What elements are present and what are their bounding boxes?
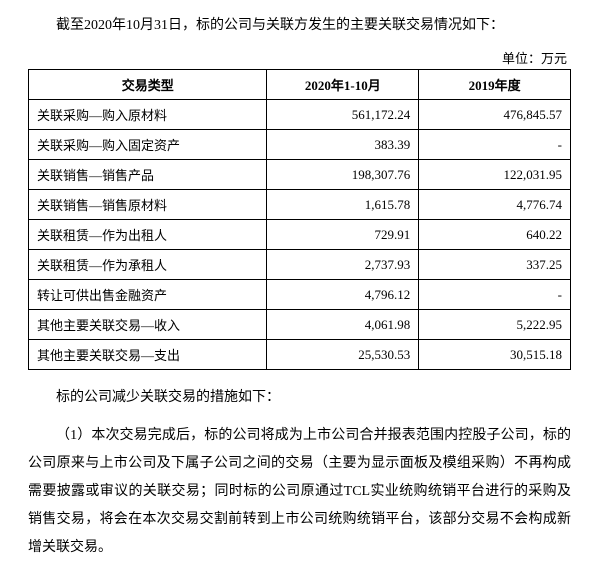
table-row: 关联销售—销售原材料 1,615.78 4,776.74 (29, 190, 571, 220)
cell-value: 122,031.95 (419, 160, 571, 190)
detail-paragraph: （1）本次交易完成后，标的公司将成为上市公司合并报表范围内控股子公司，标的公司原… (28, 422, 571, 562)
table-header-row: 交易类型 2020年1-10月 2019年度 (29, 70, 571, 100)
cell-value: 383.39 (267, 130, 419, 160)
transactions-table: 交易类型 2020年1-10月 2019年度 关联采购—购入原材料 561,17… (28, 69, 571, 370)
table-row: 其他主要关联交易—支出 25,530.53 30,515.18 (29, 340, 571, 370)
header-period1: 2020年1-10月 (267, 70, 419, 100)
cell-type: 关联采购—购入原材料 (29, 100, 267, 130)
cell-type: 其他主要关联交易—收入 (29, 310, 267, 340)
cell-value: 4,061.98 (267, 310, 419, 340)
cell-value: 561,172.24 (267, 100, 419, 130)
cell-value: 640.22 (419, 220, 571, 250)
cell-value: 5,222.95 (419, 310, 571, 340)
measures-text: 标的公司减少关联交易的措施如下： (28, 384, 571, 412)
table-row: 关联采购—购入原材料 561,172.24 476,845.57 (29, 100, 571, 130)
cell-type: 关联销售—销售原材料 (29, 190, 267, 220)
cell-type: 转让可供出售金融资产 (29, 280, 267, 310)
table-row: 关联租赁—作为承租人 2,737.93 337.25 (29, 250, 571, 280)
cell-type: 其他主要关联交易—支出 (29, 340, 267, 370)
header-period2: 2019年度 (419, 70, 571, 100)
table-row: 其他主要关联交易—收入 4,061.98 5,222.95 (29, 310, 571, 340)
intro-paragraph: 截至2020年10月31日，标的公司与关联方发生的主要关联交易情况如下： (28, 12, 571, 40)
table-row: 关联采购—购入固定资产 383.39 - (29, 130, 571, 160)
cell-value: 1,615.78 (267, 190, 419, 220)
table-row: 关联销售—销售产品 198,307.76 122,031.95 (29, 160, 571, 190)
cell-value: 30,515.18 (419, 340, 571, 370)
cell-value: 4,796.12 (267, 280, 419, 310)
cell-type: 关联销售—销售产品 (29, 160, 267, 190)
cell-type: 关联采购—购入固定资产 (29, 130, 267, 160)
cell-type: 关联租赁—作为承租人 (29, 250, 267, 280)
cell-value: - (419, 280, 571, 310)
cell-value: 2,737.93 (267, 250, 419, 280)
cell-type: 关联租赁—作为出租人 (29, 220, 267, 250)
table-row: 关联租赁—作为出租人 729.91 640.22 (29, 220, 571, 250)
cell-value: 4,776.74 (419, 190, 571, 220)
cell-value: - (419, 130, 571, 160)
cell-value: 476,845.57 (419, 100, 571, 130)
cell-value: 729.91 (267, 220, 419, 250)
cell-value: 198,307.76 (267, 160, 419, 190)
cell-value: 25,530.53 (267, 340, 419, 370)
table-row: 转让可供出售金融资产 4,796.12 - (29, 280, 571, 310)
cell-value: 337.25 (419, 250, 571, 280)
header-type: 交易类型 (29, 70, 267, 100)
unit-label: 单位：万元 (28, 48, 571, 67)
